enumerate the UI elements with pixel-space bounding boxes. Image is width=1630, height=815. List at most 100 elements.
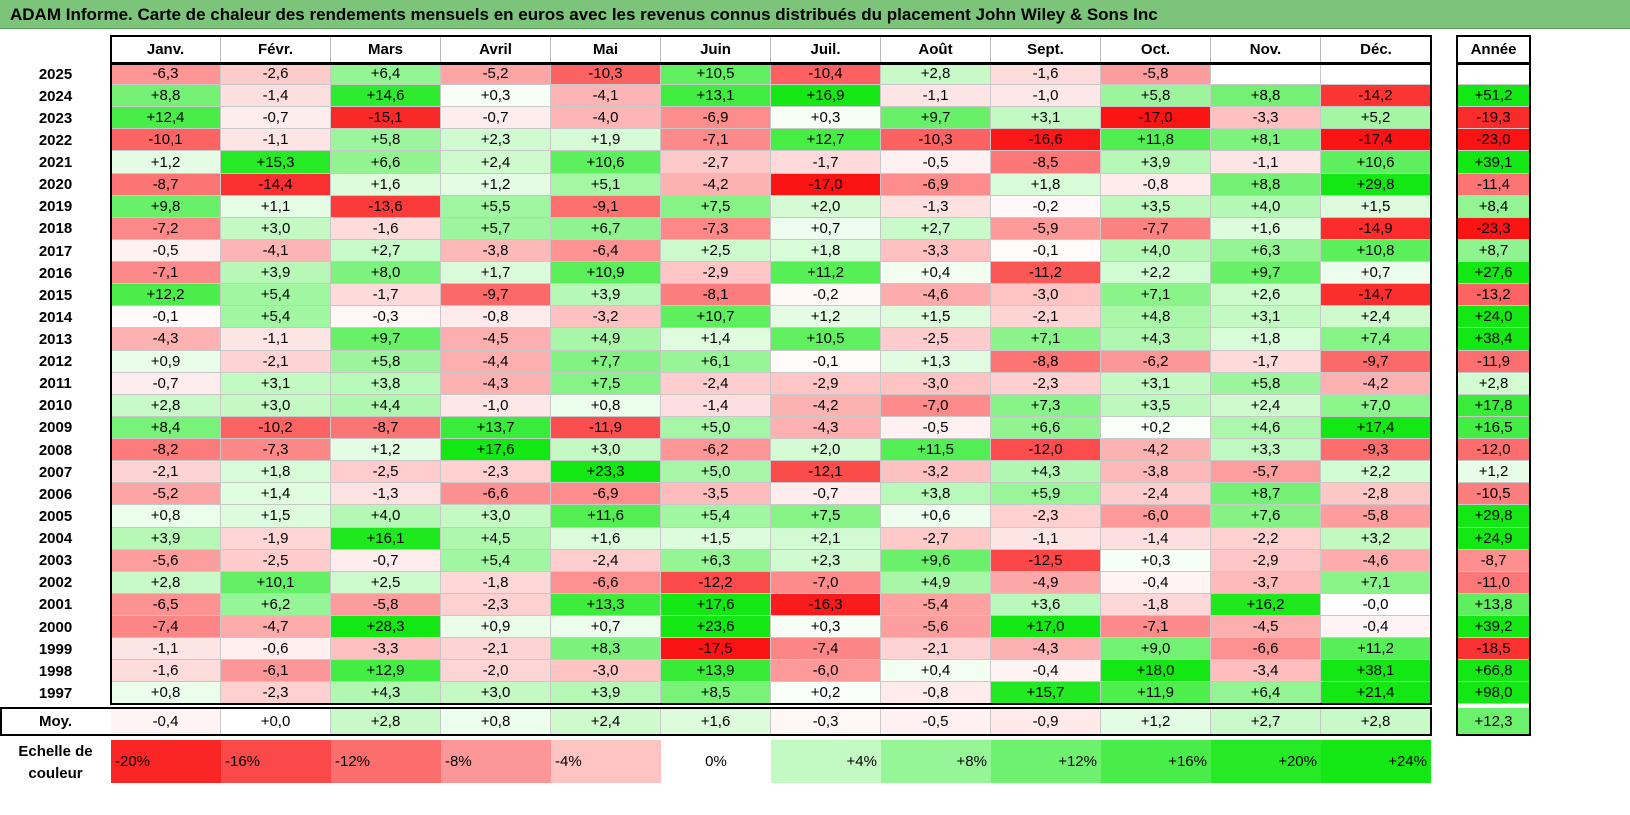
heatmap-cell: -8,5 xyxy=(991,151,1101,174)
heatmap-cell: +4,3 xyxy=(991,461,1101,484)
row-year-label: 1997 xyxy=(38,684,73,702)
heatmap-cell: +1,5 xyxy=(221,505,331,528)
heatmap-cell: -2,8 xyxy=(1321,483,1431,506)
row-year-label: 2011 xyxy=(39,375,72,393)
heatmap-cell: -2,3 xyxy=(441,461,551,484)
heatmap-cell: -0,8 xyxy=(1101,173,1211,196)
heatmap-cell: +6,1 xyxy=(661,350,771,373)
legend-swatch: -12% xyxy=(331,740,441,783)
heatmap-cell: -9,7 xyxy=(441,284,551,307)
heatmap-cell: -12,0 xyxy=(991,439,1101,462)
heatmap-cell: -14,4 xyxy=(221,173,331,196)
row-year-label: 2003 xyxy=(38,552,73,570)
row-year-label: 2008 xyxy=(38,441,73,459)
heatmap-cell: +7,0 xyxy=(1321,394,1431,417)
heatmap-cell: -12,1 xyxy=(771,461,881,484)
heatmap-cell: -12,2 xyxy=(661,571,771,594)
average-cell: +2,8 xyxy=(331,708,441,736)
heatmap-cell: -1,0 xyxy=(441,394,551,417)
heatmap-cell: +3,0 xyxy=(441,505,551,528)
heatmap-cell: +7,5 xyxy=(771,505,881,528)
heatmap-cell: +3,8 xyxy=(881,483,991,506)
heatmap-cell: -8,7 xyxy=(111,173,221,196)
heatmap-cell: +5,4 xyxy=(661,505,771,528)
legend-swatch: -20% xyxy=(111,740,221,783)
heatmap-cell: -2,5 xyxy=(331,461,441,484)
heatmap-cell: -15,1 xyxy=(331,107,441,130)
heatmap-cell: -2,1 xyxy=(881,638,991,661)
heatmap-cell: -8,1 xyxy=(661,284,771,307)
heatmap-cell: +12,2 xyxy=(111,284,221,307)
heatmap-cell: +17,6 xyxy=(441,439,551,462)
heatmap-cell: +10,1 xyxy=(221,571,331,594)
heatmap-cell: +4,4 xyxy=(331,394,441,417)
heatmap-cell: +2,0 xyxy=(771,195,881,218)
heatmap-cell: -16,3 xyxy=(771,593,881,616)
heatmap-cell: -1,1 xyxy=(1211,151,1321,174)
heatmap-cell: +1,2 xyxy=(771,306,881,329)
annual-cell: +2,8 xyxy=(1457,372,1530,395)
heatmap-cell: +38,1 xyxy=(1321,660,1431,683)
heatmap-cell: -2,9 xyxy=(771,372,881,395)
annual-cell: +39,2 xyxy=(1457,616,1530,639)
row-year-label: 2013 xyxy=(38,330,73,348)
heatmap-cell: +3,5 xyxy=(1101,195,1211,218)
heatmap-cell: +6,3 xyxy=(661,549,771,572)
heatmap-cell: +1,6 xyxy=(331,173,441,196)
heatmap-cell: +0,2 xyxy=(1101,416,1211,440)
heatmap-cell: +29,8 xyxy=(1321,173,1431,196)
heatmap-cell: +0,2 xyxy=(771,682,881,705)
average-cell: +2,8 xyxy=(1321,708,1431,736)
heatmap-cell: -7,3 xyxy=(661,217,771,240)
heatmap-cell: -0,7 xyxy=(441,107,551,130)
row-year-label: 2010 xyxy=(38,397,73,415)
heatmap-cell: -1,7 xyxy=(1211,350,1321,373)
heatmap-cell: -4,5 xyxy=(1211,616,1321,639)
heatmap-cell: -2,1 xyxy=(991,306,1101,329)
heatmap-cell: -4,7 xyxy=(221,616,331,639)
heatmap-cell: -6,9 xyxy=(551,483,661,506)
heatmap-cell: -2,3 xyxy=(441,593,551,616)
column-header: Oct. xyxy=(1101,36,1211,63)
heatmap-cell: -1,3 xyxy=(331,483,441,506)
heatmap-cell: +13,7 xyxy=(441,416,551,440)
heatmap-cell: -4,6 xyxy=(881,284,991,307)
heatmap-cell: -4,6 xyxy=(1321,549,1431,572)
heatmap-cell: +8,8 xyxy=(1211,85,1321,108)
heatmap-cell: -2,9 xyxy=(661,262,771,285)
heatmap-cell: +6,2 xyxy=(221,593,331,616)
heatmap-cell: +10,6 xyxy=(551,151,661,174)
column-header: Juin xyxy=(661,36,771,63)
heatmap-cell: -10,3 xyxy=(551,63,661,86)
legend-label: Echelle de couleur xyxy=(18,743,93,782)
annual-cell: +24,9 xyxy=(1457,527,1530,550)
legend-swatch: -16% xyxy=(221,740,331,783)
heatmap-cell: -4,1 xyxy=(221,239,331,263)
heatmap-cell: +3,1 xyxy=(1211,306,1321,329)
heatmap-cell: +1,1 xyxy=(221,195,331,218)
heatmap-cell: +15,3 xyxy=(221,151,331,174)
heatmap-cell: +2,5 xyxy=(331,571,441,594)
heatmap-cell: +0,6 xyxy=(881,505,991,528)
heatmap-cell: +11,8 xyxy=(1101,129,1211,152)
heatmap-cell: -8,8 xyxy=(991,350,1101,373)
heatmap-cell: -12,5 xyxy=(991,549,1101,572)
heatmap-cell: +0,7 xyxy=(771,217,881,240)
heatmap-cell: -2,3 xyxy=(991,505,1101,528)
heatmap-cell: +8,8 xyxy=(111,85,221,108)
column-header: Févr. xyxy=(221,36,331,63)
heatmap-cell: -0,2 xyxy=(991,195,1101,218)
title-bar: ADAM Informe. Carte de chaleur des rende… xyxy=(0,0,1630,29)
heatmap-cell: +10,9 xyxy=(551,262,661,285)
column-header: Juil. xyxy=(771,36,881,63)
heatmap-cell: +14,6 xyxy=(331,85,441,108)
heatmap-cell: -0,4 xyxy=(991,660,1101,683)
heatmap-cell: -2,4 xyxy=(661,372,771,395)
heatmap-cell: -6,2 xyxy=(661,439,771,462)
heatmap-cell: -1,7 xyxy=(331,284,441,307)
heatmap-cell: +3,0 xyxy=(221,394,331,417)
heatmap-cell: +1,2 xyxy=(111,151,221,174)
column-header: Déc. xyxy=(1360,41,1392,58)
heatmap-cell: -0,7 xyxy=(771,483,881,506)
heatmap-cell: +11,2 xyxy=(771,262,881,285)
